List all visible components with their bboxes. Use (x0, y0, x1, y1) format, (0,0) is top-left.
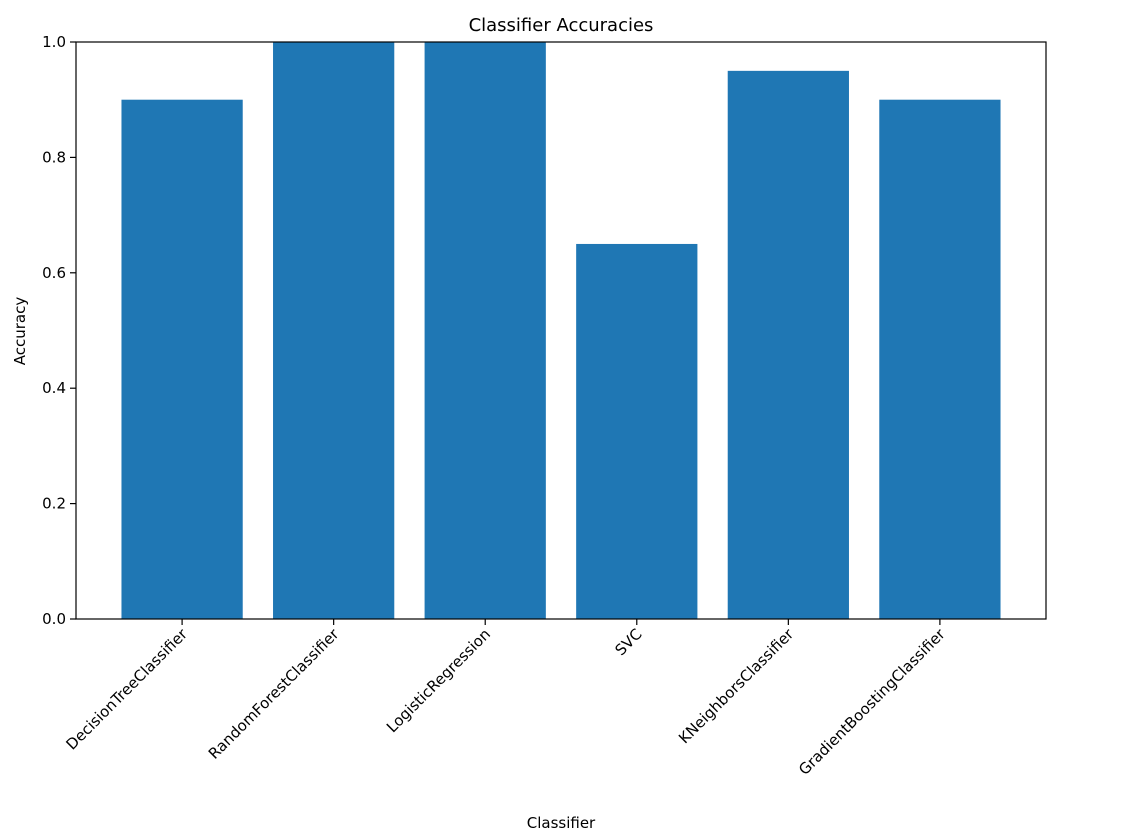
x-axis-label: Classifier (527, 814, 596, 832)
bar-SVC (576, 243, 698, 619)
y-tick-label: 0.0 (42, 610, 66, 628)
y-tick-label: 0.8 (42, 148, 66, 166)
x-tick-label: RandomForestClassifier (205, 625, 343, 763)
y-tick-label: 0.6 (42, 264, 66, 282)
bar-GradientBoostingClassifier (879, 99, 1001, 619)
y-tick-label: 0.4 (42, 379, 66, 397)
x-tick-label: KNeighborsClassifier (675, 625, 798, 748)
axes-layer (75, 41, 1047, 620)
bar-DecisionTreeClassifier (121, 99, 243, 619)
x-tick-label: GradientBoostingClassifier (795, 625, 949, 779)
bar-LogisticRegression (424, 42, 546, 619)
chart-title: Classifier Accuracies (469, 15, 654, 36)
y-ticks-layer: 0.0 0.2 0.4 0.6 0.8 1.0 (42, 33, 76, 628)
bar-RandomForestClassifier (273, 42, 395, 619)
y-tick-label: 1.0 (42, 33, 66, 51)
x-tick-label: LogisticRegression (383, 625, 494, 736)
x-tick-label: DecisionTreeClassifier (63, 625, 192, 754)
y-axis-label: Accuracy (11, 297, 29, 366)
x-tick-label: SVC (611, 625, 645, 659)
bar-KNeighborsClassifier (727, 70, 849, 620)
bars-layer (121, 42, 1001, 620)
x-ticks-layer: DecisionTreeClassifier RandomForestClassi… (63, 619, 949, 779)
plot-frame (75, 41, 1047, 620)
y-tick-label: 0.2 (42, 495, 66, 513)
